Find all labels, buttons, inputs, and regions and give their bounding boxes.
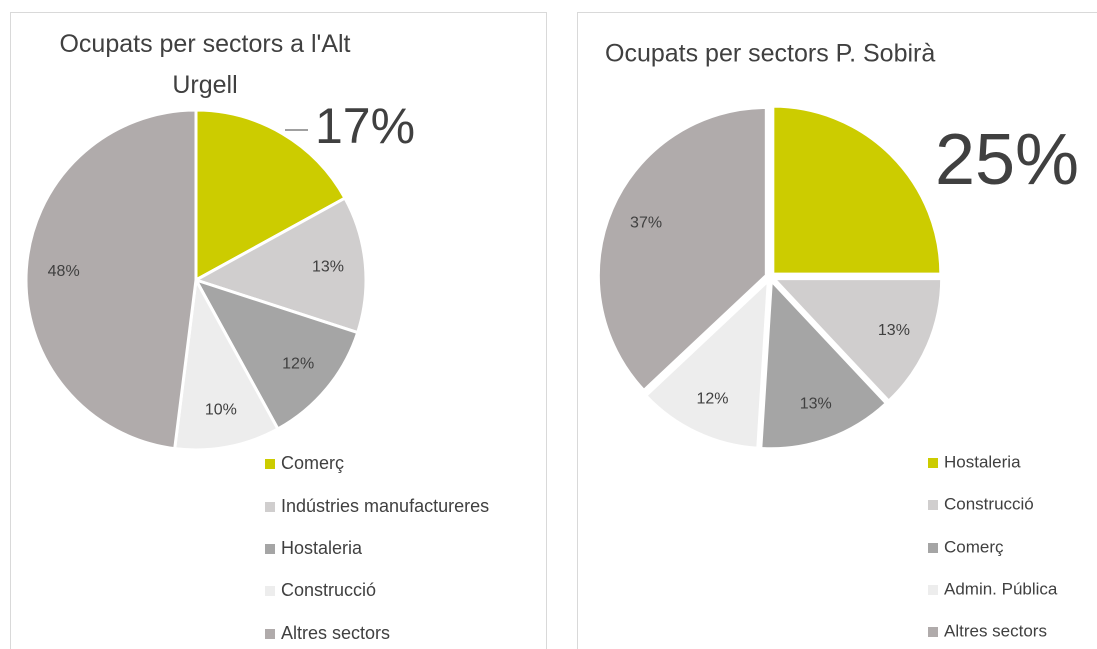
pie-slice <box>173 275 280 452</box>
data-label: 13% <box>878 322 910 339</box>
data-label: 13% <box>800 395 832 412</box>
legend-swatch <box>928 458 938 468</box>
legend-label: Comerç <box>281 453 344 473</box>
legend-swatch <box>265 586 275 596</box>
data-label: 25% <box>935 120 1079 200</box>
pie-slice <box>759 277 889 451</box>
legend-swatch <box>265 502 275 512</box>
pie-slice <box>771 104 943 276</box>
pie-slice <box>192 277 360 432</box>
pie-slice <box>643 276 771 450</box>
data-label: 37% <box>630 215 662 232</box>
legend-label: Construcció <box>281 580 376 600</box>
pie-slice <box>194 108 348 283</box>
legend-swatch <box>265 459 275 469</box>
panel <box>577 12 1097 649</box>
pie-slice <box>192 196 368 335</box>
legend-label: Altres sectors <box>944 621 1047 640</box>
legend-label: Indústries manufactureres <box>281 496 489 516</box>
panel <box>10 12 547 649</box>
pie-slice <box>770 277 944 404</box>
legend-label: Comerç <box>944 537 1004 556</box>
legend-swatch <box>265 629 275 639</box>
data-label: 13% <box>312 259 344 276</box>
chart-title: Ocupats per sectors P. Sobirà <box>605 40 935 68</box>
legend-swatch <box>928 543 938 553</box>
legend-swatch <box>928 585 938 595</box>
legend-swatch <box>928 500 938 510</box>
data-label: 12% <box>696 390 728 407</box>
legend-swatch <box>928 627 938 637</box>
data-label: 10% <box>205 401 237 418</box>
legend-label: Hostaleria <box>944 452 1021 471</box>
legend-label: Hostaleria <box>281 538 363 558</box>
data-label: 48% <box>48 263 80 280</box>
chart-title: Ocupats per sectors a l'Alt Urgell <box>59 30 350 99</box>
data-label: 12% <box>282 356 314 373</box>
legend-label: Admin. Pública <box>944 579 1058 598</box>
pie-slice <box>24 108 198 451</box>
legend-swatch <box>265 544 275 554</box>
legend-label: Construcció <box>944 494 1034 513</box>
legend-label: Altres sectors <box>281 623 390 643</box>
data-label: 17% <box>315 98 415 154</box>
pie-slice <box>596 105 768 393</box>
